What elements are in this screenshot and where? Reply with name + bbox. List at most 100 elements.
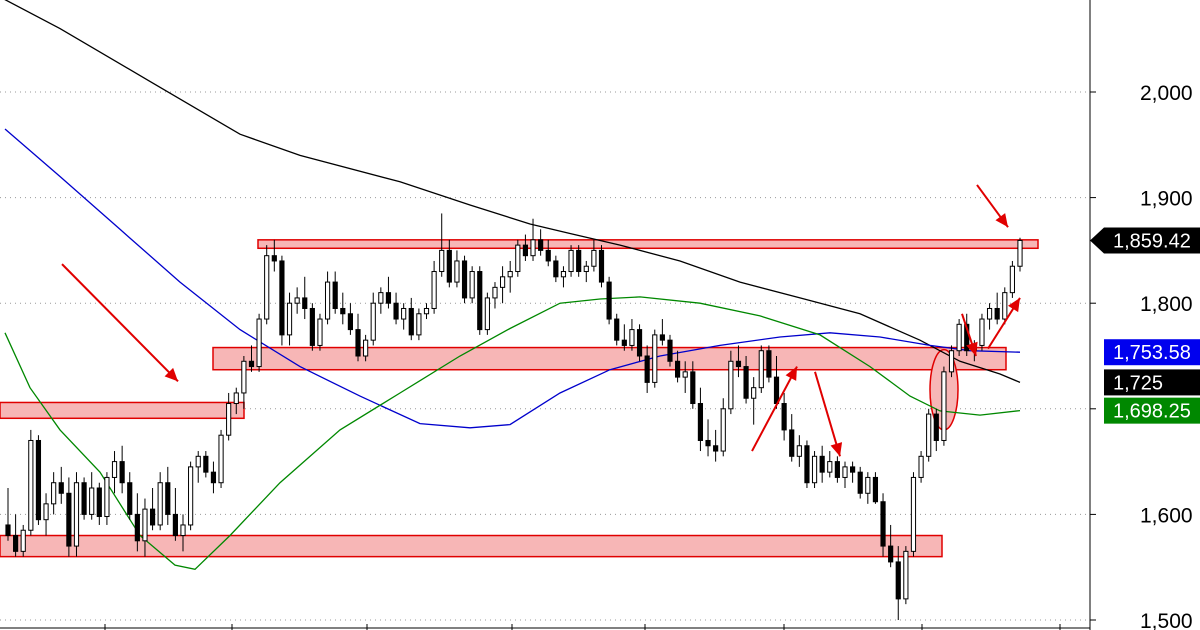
candle-body bbox=[933, 413, 939, 441]
candle bbox=[1009, 260, 1015, 298]
candle-body bbox=[621, 339, 627, 346]
candle bbox=[751, 377, 757, 425]
candle bbox=[370, 292, 376, 346]
candle bbox=[484, 292, 490, 335]
candle bbox=[279, 255, 285, 346]
candle-body bbox=[758, 350, 764, 389]
candle bbox=[986, 303, 993, 330]
candle bbox=[636, 324, 643, 362]
candle-body bbox=[956, 323, 962, 352]
candle-body bbox=[66, 492, 72, 547]
price-tags: 1,859.42 1,753.58 1,725 1,698.25 bbox=[1090, 227, 1200, 424]
candle-body bbox=[28, 439, 34, 531]
candle bbox=[507, 260, 513, 293]
candle bbox=[165, 466, 171, 525]
candle bbox=[477, 266, 483, 335]
candle bbox=[796, 435, 802, 467]
candle-body bbox=[286, 302, 293, 336]
candle bbox=[347, 303, 353, 335]
candle-body bbox=[576, 249, 582, 273]
candle bbox=[66, 477, 72, 557]
candle bbox=[720, 398, 726, 457]
candle bbox=[294, 287, 300, 314]
candlesticks bbox=[5, 213, 1023, 620]
arrow-shaft bbox=[751, 366, 798, 452]
candle-body bbox=[682, 371, 688, 378]
candle bbox=[286, 292, 293, 346]
candle bbox=[20, 524, 26, 557]
candle-body bbox=[89, 487, 95, 515]
candle-body bbox=[515, 244, 521, 273]
candle-body bbox=[172, 513, 178, 537]
candle-body bbox=[530, 239, 536, 257]
candle-body bbox=[248, 360, 255, 368]
candle-body bbox=[705, 439, 711, 447]
candle bbox=[499, 266, 506, 304]
candle bbox=[157, 472, 163, 531]
candle bbox=[766, 345, 772, 383]
candle-body bbox=[789, 429, 795, 457]
y-tick-label: 2,000 bbox=[1140, 82, 1193, 105]
candle bbox=[560, 266, 567, 288]
candle-body bbox=[423, 307, 430, 315]
candle bbox=[317, 313, 323, 351]
price-tag: 1,859.42 bbox=[1090, 227, 1200, 254]
trend-arrow bbox=[976, 184, 1009, 228]
candle bbox=[134, 493, 140, 552]
candle-body bbox=[979, 318, 985, 346]
candle-body bbox=[20, 529, 26, 552]
candle-body bbox=[370, 302, 376, 341]
candle-body bbox=[111, 461, 118, 478]
grid-lines bbox=[0, 91, 1090, 621]
candle-body bbox=[271, 255, 277, 262]
candle-body bbox=[378, 292, 384, 304]
candle-body bbox=[994, 307, 1000, 320]
candle bbox=[454, 250, 460, 288]
candle bbox=[865, 472, 871, 504]
candle-body bbox=[241, 360, 247, 394]
arrow-head bbox=[995, 213, 1008, 228]
candle-body bbox=[96, 487, 102, 518]
candle-body bbox=[796, 445, 802, 457]
candle bbox=[13, 514, 19, 557]
candle-body bbox=[431, 271, 437, 309]
candle bbox=[591, 239, 597, 272]
candle bbox=[127, 472, 133, 520]
candle-body bbox=[926, 413, 932, 457]
candle bbox=[385, 276, 392, 309]
candle-body bbox=[781, 403, 787, 431]
price-tag-label: 1,753.58 bbox=[1113, 342, 1191, 364]
price-zone bbox=[212, 346, 1007, 371]
candle-body bbox=[484, 297, 490, 331]
candle bbox=[926, 408, 932, 462]
candle-body bbox=[477, 271, 483, 331]
candle-body bbox=[210, 471, 217, 484]
annotation-arrows bbox=[61, 184, 1021, 457]
candle bbox=[789, 414, 795, 462]
candle bbox=[492, 282, 498, 309]
candle bbox=[850, 461, 856, 483]
candle bbox=[644, 345, 650, 393]
candle-body bbox=[568, 249, 574, 273]
candle bbox=[1002, 287, 1008, 325]
candle-body bbox=[1002, 292, 1008, 320]
candle bbox=[598, 245, 605, 288]
candle-body bbox=[614, 318, 620, 341]
candle-body bbox=[149, 508, 156, 526]
candle-body bbox=[218, 434, 224, 484]
candle bbox=[363, 334, 369, 362]
candle bbox=[819, 445, 825, 483]
candle-body bbox=[309, 307, 315, 346]
candle-body bbox=[690, 371, 696, 405]
candle-body bbox=[743, 366, 749, 399]
candle-body bbox=[416, 313, 422, 336]
candle-body bbox=[492, 286, 498, 299]
candle-body bbox=[119, 461, 125, 484]
candle-body bbox=[165, 482, 171, 515]
candle-body bbox=[324, 281, 331, 320]
candle-body bbox=[667, 339, 673, 362]
candle-body bbox=[804, 445, 810, 484]
candle-body bbox=[73, 482, 80, 547]
candle-body bbox=[850, 466, 856, 473]
